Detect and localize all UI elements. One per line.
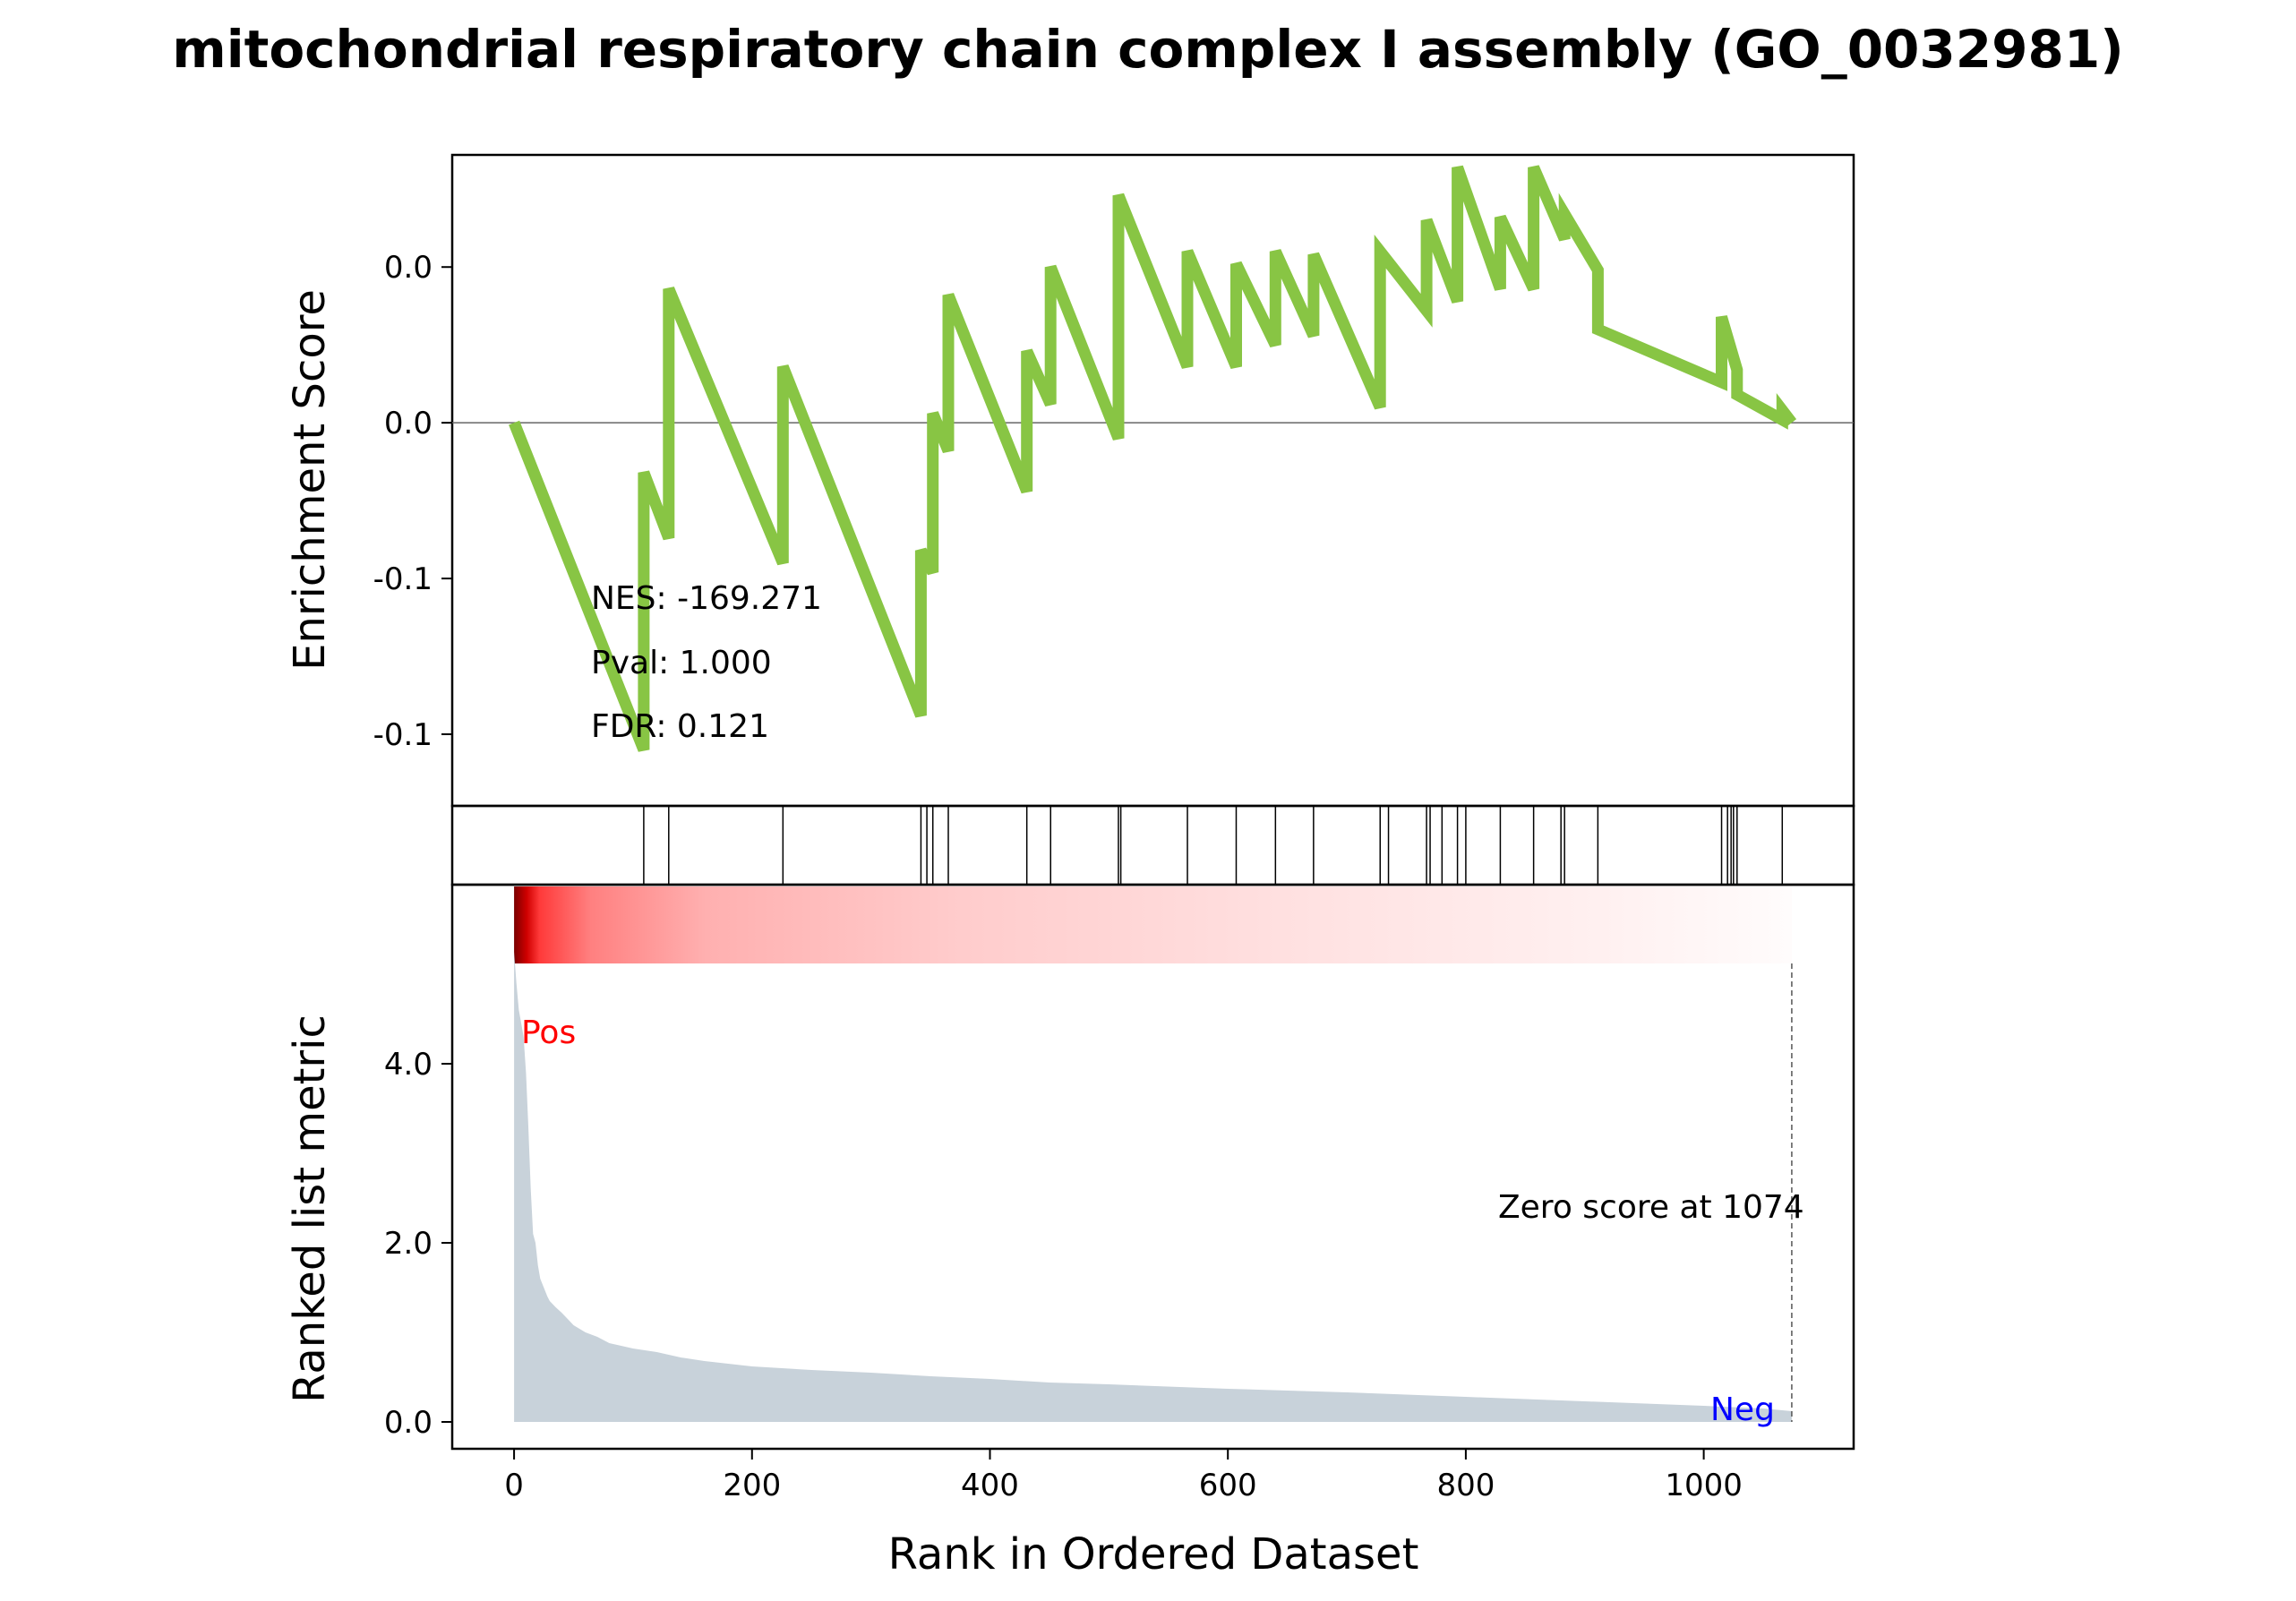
es-y-tick-label: 0.0 (384, 406, 433, 441)
enrichment-score-panel: -0.1 -0.1 0.0 0.0 Enrichment Score NES: -16… (285, 153, 1855, 808)
neg-label: Neg (1710, 1391, 1775, 1428)
hits-panel-frame (450, 804, 1855, 886)
pval-stat: Pval: 1.000 (591, 645, 772, 681)
ranked-metric-panel: 0.0 2.0 4.0 Ranked list metric Pos Neg Zer… (285, 883, 1855, 1451)
ranked-heatmap-bar (514, 886, 1792, 963)
gene-hits-panel (450, 804, 1855, 886)
x-tick-label: 400 (961, 1468, 1019, 1503)
ranked-metric-area (514, 952, 1792, 1422)
x-axis-label: Rank in Ordered Dataset (888, 1529, 1419, 1580)
metric-y-tick-label: 0.0 (384, 1405, 433, 1441)
chart-title: mitochondrial respiratory chain complex … (172, 19, 2123, 80)
x-tick-label: 600 (1199, 1468, 1257, 1503)
metric-panel-frame (450, 883, 1855, 1451)
pos-label: Pos (521, 1015, 576, 1051)
metric-y-tick-label: 2.0 (384, 1226, 433, 1262)
x-tick-label: 0 (504, 1468, 524, 1503)
es-y-tick-label: 0.0 (384, 250, 433, 286)
fdr-stat: FDR: 0.121 (591, 708, 769, 745)
es-y-axis-label: Enrichment Score (285, 289, 335, 671)
es-y-tick-label: -0.1 (373, 717, 433, 753)
x-tick-label: 800 (1436, 1468, 1495, 1503)
x-tick-label: 200 (723, 1468, 781, 1503)
nes-stat: NES: -169.271 (591, 580, 822, 617)
es-y-tick-label: -0.1 (373, 561, 433, 597)
es-series-line (509, 165, 1797, 752)
metric-y-axis-label: Ranked list metric (285, 1015, 335, 1403)
x-tick-label: 1000 (1665, 1468, 1743, 1503)
metric-y-tick-label: 4.0 (384, 1047, 433, 1083)
zero-score-label: Zero score at 1074 (1498, 1189, 1804, 1226)
